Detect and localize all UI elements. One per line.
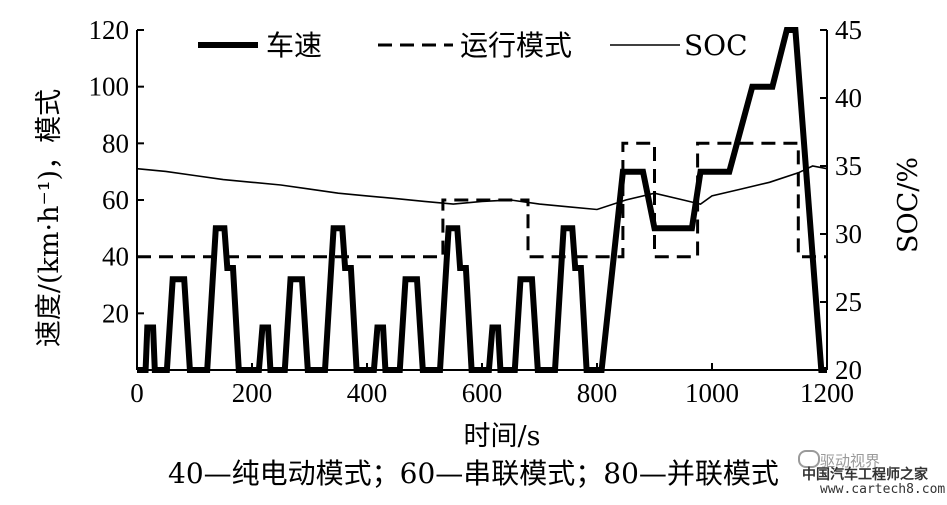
watermark-line3: www.cartech8.com — [820, 482, 946, 497]
axes: 0 200 400 600 800 1000 12002040608010012020253… — [89, 15, 863, 408]
legend-label-2: SOC — [684, 29, 748, 62]
plot-area — [136, 27, 828, 373]
y-right-tick-label: 20 — [835, 355, 862, 385]
x-tick-label: 200 — [232, 378, 273, 408]
series-line-1 — [137, 141, 827, 259]
y-left-tick-label: 120 — [89, 15, 130, 45]
y-right-axis-title: SOC/% — [893, 157, 924, 253]
x-tick-label: 0 — [130, 378, 144, 408]
x-tick-label: 600 — [462, 378, 503, 408]
y-right-tick-label: 25 — [835, 287, 862, 317]
y-right-tick-label: 45 — [835, 15, 862, 45]
y-left-tick-label: 80 — [102, 128, 129, 158]
legend: 车速 运行模式 SOC — [198, 29, 748, 62]
watermark-line2: 中国汽车工程师之家 — [802, 467, 928, 483]
watermark-line1: 驱动视界 — [820, 452, 881, 470]
y-left-axis-title: 速度/(km·h⁻¹)，模式 — [34, 89, 65, 347]
y-right-tick-label: 35 — [835, 151, 862, 181]
wechat-icon — [798, 450, 820, 468]
x-tick-label: 800 — [577, 378, 618, 408]
x-tick-label: 1000 — [685, 378, 739, 408]
y-right-tick-label: 30 — [835, 219, 862, 249]
y-right-tick-label: 40 — [835, 83, 862, 113]
legend-label-0: 车速 — [266, 29, 322, 62]
axis-titles: 时间/s 速度/(km·h⁻¹)，模式 SOC/% — [34, 89, 924, 452]
y-left-tick-label: 40 — [102, 242, 129, 272]
x-tick-label: 400 — [347, 378, 388, 408]
legend-label-1: 运行模式 — [460, 29, 572, 62]
y-left-tick-label: 20 — [102, 298, 129, 328]
x-axis-title: 时间/s — [464, 421, 541, 452]
series-line-0 — [137, 27, 827, 373]
y-left-tick-label: 100 — [89, 72, 130, 102]
watermark: 驱动视界 中国汽车工程师之家 www.cartech8.com — [780, 448, 945, 504]
figure-caption: 40—纯电动模式；60—串联模式；80—并联模式 — [168, 457, 779, 490]
y-left-tick-label: 60 — [102, 185, 129, 215]
x-tick-label: 1200 — [800, 378, 854, 408]
